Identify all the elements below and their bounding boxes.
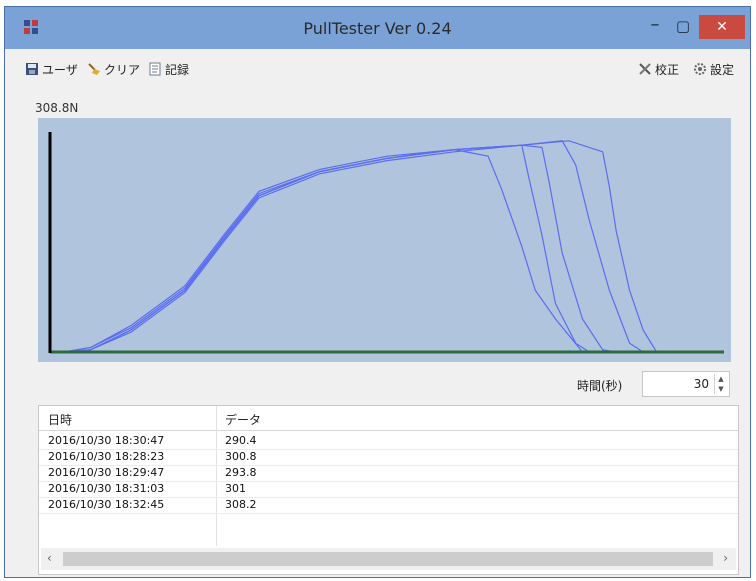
document-icon (149, 62, 161, 76)
save-label: ユーザ (42, 62, 78, 77)
gear-icon (694, 63, 706, 75)
save-button[interactable]: ユーザ (25, 59, 78, 79)
time-label: 時間(秒) (577, 379, 623, 393)
results-table: 日時 データ 2016/10/30 18:30:47 290.4 2016/10/3… (38, 405, 739, 575)
time-seconds-input[interactable]: 30 ▲ ▼ (642, 371, 730, 397)
cell-datetime: 2016/10/30 18:32:45 (48, 498, 165, 511)
column-divider (216, 406, 217, 546)
floppy-disk-icon (26, 63, 38, 75)
title-bar[interactable]: PullTester Ver 0.24 – ▢ ✕ (5, 7, 750, 49)
report-label: 記録 (165, 62, 190, 77)
table-row[interactable]: 2016/10/30 18:29:47 293.8 (39, 465, 738, 482)
cell-datetime: 2016/10/30 18:29:47 (48, 466, 165, 479)
force-chart (38, 118, 731, 362)
chart-series-line-5 (63, 140, 724, 353)
cell-data: 293.8 (225, 466, 257, 479)
cell-datetime: 2016/10/30 18:30:47 (48, 434, 165, 447)
time-seconds-value: 30 (693, 377, 709, 391)
app-window: PullTester Ver 0.24 – ▢ ✕ ユーザ クリア 記録 校正 … (4, 6, 751, 578)
table-row[interactable]: 2016/10/30 18:30:47 290.4 (39, 433, 738, 450)
cell-datetime: 2016/10/30 18:28:23 (48, 450, 165, 463)
horizontal-scrollbar[interactable]: ‹ › (41, 548, 736, 570)
app-icon (24, 20, 38, 34)
chart-series-line-1 (63, 148, 724, 353)
maximize-button[interactable]: ▢ (675, 17, 691, 35)
broom-icon (88, 63, 100, 75)
cell-data: 301 (225, 482, 246, 495)
chart-series-line-4 (63, 140, 724, 353)
force-readout: 308.8N (35, 101, 79, 115)
table-row[interactable]: 2016/10/30 18:32:45 308.2 (39, 497, 738, 514)
tools-icon (639, 63, 651, 75)
clear-label: クリア (104, 62, 141, 77)
table-row[interactable]: 2016/10/30 18:28:23 300.8 (39, 449, 738, 466)
column-header-data[interactable]: データ (225, 413, 262, 427)
toolbar: ユーザ クリア 記録 校正 設定 (5, 55, 750, 83)
table-header: 日時 データ (39, 406, 738, 431)
settings-label: 設定 (710, 62, 735, 77)
cell-data: 308.2 (225, 498, 257, 511)
chart-series-line-3 (63, 144, 724, 353)
minimize-button[interactable]: – (650, 14, 660, 35)
report-button[interactable]: 記録 (148, 59, 189, 79)
calibrate-button[interactable]: 校正 (638, 59, 679, 79)
scroll-left-arrow-icon[interactable]: ‹ (47, 551, 52, 565)
clear-button[interactable]: クリア (87, 59, 140, 79)
column-header-datetime[interactable]: 日時 (48, 413, 73, 427)
close-button[interactable]: ✕ (699, 15, 745, 39)
settings-button[interactable]: 設定 (693, 59, 734, 79)
time-spinner[interactable]: ▲ ▼ (714, 374, 727, 394)
cell-data: 300.8 (225, 450, 257, 463)
calibrate-label: 校正 (655, 62, 680, 77)
scroll-right-arrow-icon[interactable]: › (723, 551, 728, 565)
cell-datetime: 2016/10/30 18:31:03 (48, 482, 165, 495)
cell-data: 290.4 (225, 434, 257, 447)
chart-series-group (63, 140, 724, 353)
scroll-thumb[interactable] (63, 552, 713, 566)
table-row[interactable]: 2016/10/30 18:31:03 301 (39, 481, 738, 498)
chart-series-line-2 (63, 144, 724, 353)
window-title: PullTester Ver 0.24 (303, 19, 452, 38)
